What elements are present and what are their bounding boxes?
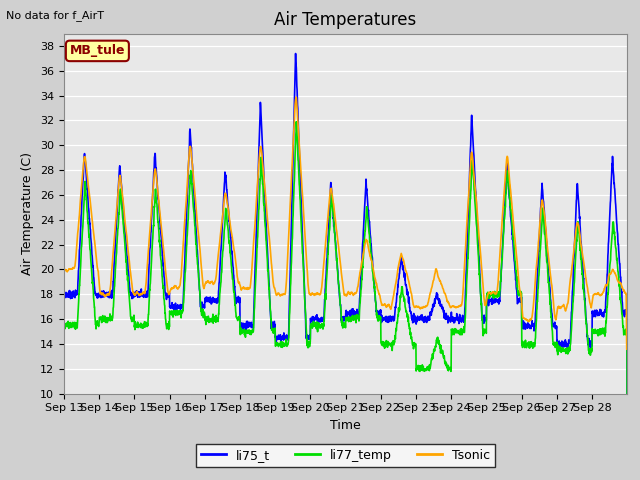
Tsonic (623, 347, 630, 352)
Tsonic (238, 286, 246, 292)
li75_t (292, 51, 300, 57)
li75_t (616, 259, 623, 264)
Tsonic (380, 302, 387, 308)
Text: No data for f_AirT: No data for f_AirT (6, 10, 104, 21)
Tsonic (60, 268, 68, 274)
Line: li77_temp: li77_temp (64, 121, 627, 480)
Tsonic (116, 174, 124, 180)
li77_temp (380, 341, 387, 347)
Legend: li75_t, li77_temp, Tsonic: li75_t, li77_temp, Tsonic (196, 444, 495, 467)
Tsonic (616, 279, 623, 285)
Tsonic (547, 278, 555, 284)
li75_t (380, 316, 387, 322)
li77_temp (547, 314, 555, 320)
li75_t (60, 288, 68, 294)
li77_temp (238, 330, 246, 336)
Line: li75_t: li75_t (64, 54, 627, 480)
li75_t (515, 297, 523, 302)
Text: MB_tule: MB_tule (70, 44, 125, 58)
li75_t (116, 169, 124, 175)
Line: Tsonic: Tsonic (64, 97, 627, 349)
li77_temp (116, 188, 124, 194)
Y-axis label: Air Temperature (C): Air Temperature (C) (22, 152, 35, 275)
li77_temp (60, 324, 68, 330)
li75_t (547, 305, 555, 311)
li77_temp (515, 292, 523, 298)
Title: Air Temperatures: Air Temperatures (275, 11, 417, 29)
li77_temp (616, 282, 623, 288)
Tsonic (292, 94, 300, 100)
li75_t (238, 320, 246, 326)
Tsonic (515, 285, 523, 290)
X-axis label: Time: Time (330, 419, 361, 432)
li77_temp (292, 119, 300, 124)
Tsonic (623, 346, 631, 352)
